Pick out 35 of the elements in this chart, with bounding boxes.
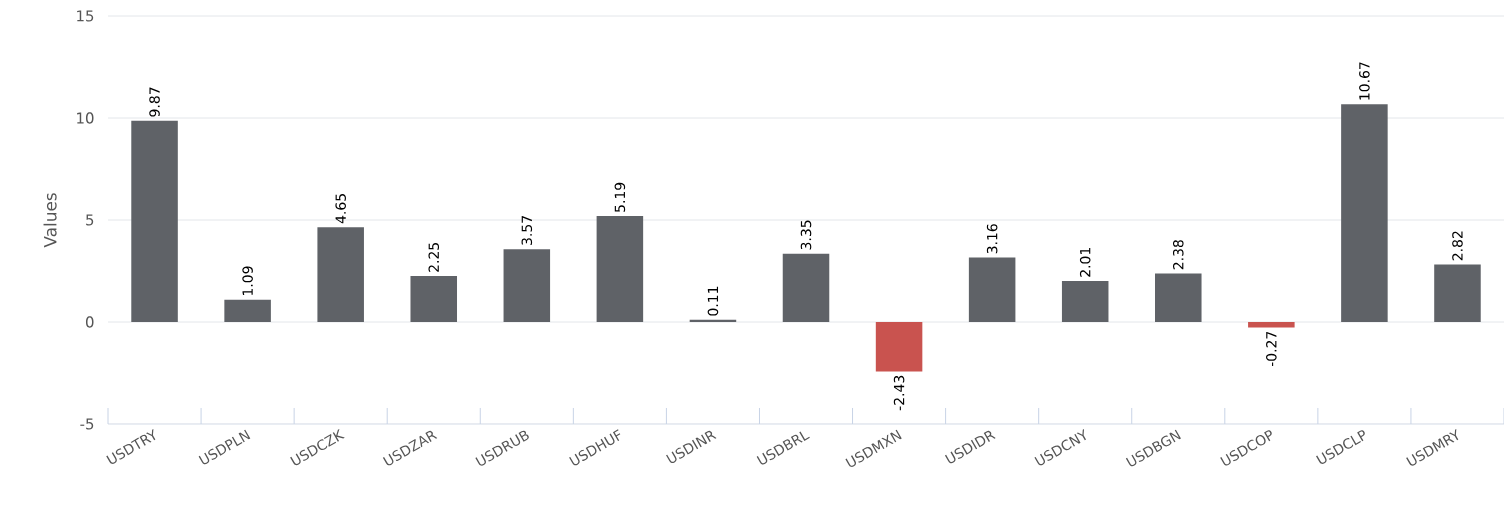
- bar: [596, 216, 644, 322]
- bar: [1061, 280, 1109, 322]
- data-label: 3.16: [986, 224, 998, 254]
- y-tick-label: -5: [80, 418, 94, 430]
- data-label: -0.27: [1266, 331, 1277, 367]
- data-label: 2.25: [428, 243, 440, 272]
- data-label: 3.35: [800, 220, 812, 250]
- bar: [503, 249, 551, 322]
- y-tick-label: 5: [86, 214, 94, 226]
- data-label: 0.11: [707, 286, 719, 316]
- bar: [131, 120, 178, 322]
- bar: [1434, 264, 1481, 322]
- bar: [224, 299, 271, 322]
- data-label: 4.65: [335, 194, 346, 224]
- bar: [410, 276, 458, 322]
- y-tick-label: 10: [77, 112, 94, 124]
- y-tick-label: 0: [85, 316, 94, 328]
- bar: [1155, 273, 1202, 322]
- bar: [968, 257, 1016, 322]
- data-label: 2.01: [1079, 248, 1091, 277]
- data-label: 2.82: [1452, 231, 1463, 261]
- data-label: 2.38: [1172, 240, 1184, 270]
- y-axis-title: Values: [43, 193, 57, 248]
- bar: [1341, 104, 1388, 322]
- bar: [1248, 321, 1295, 328]
- bar: [875, 321, 923, 372]
- bar: [317, 227, 364, 322]
- data-label: 9.87: [149, 87, 160, 117]
- y-tick-label: 15: [77, 10, 94, 22]
- data-label: 3.57: [521, 216, 533, 245]
- data-label: 5.19: [614, 182, 626, 212]
- data-label: 10.67: [1359, 62, 1370, 100]
- data-label: 1.09: [242, 266, 253, 296]
- bar: [782, 253, 830, 322]
- data-label: -2.43: [893, 375, 905, 411]
